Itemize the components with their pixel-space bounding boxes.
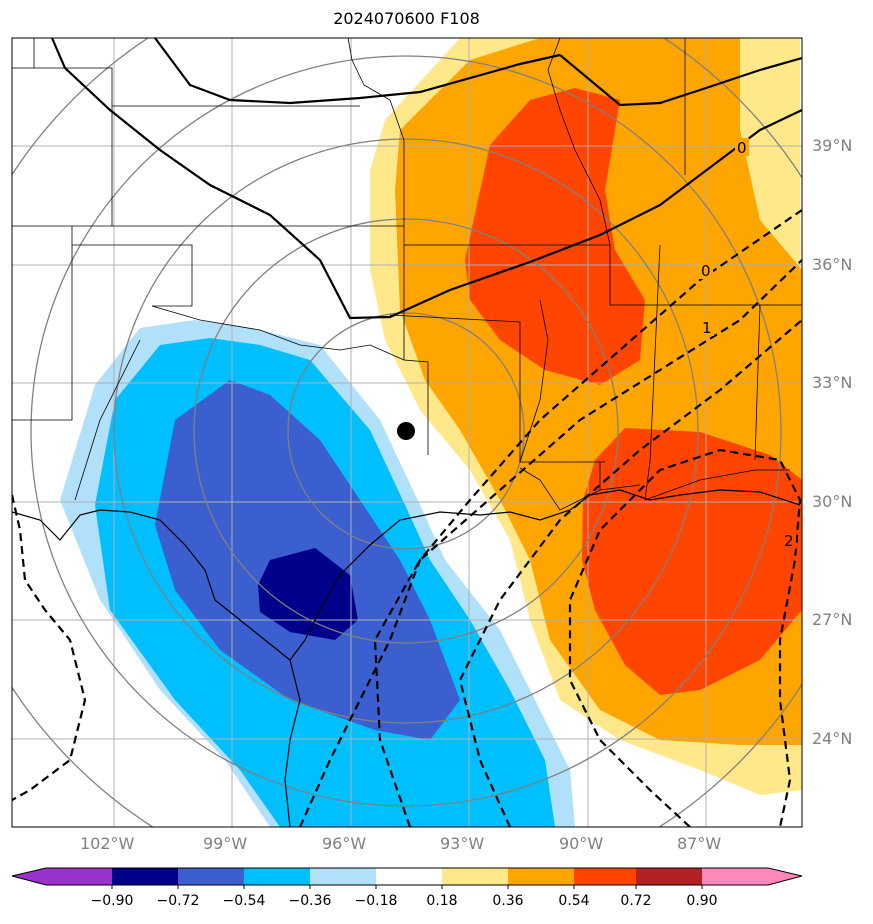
shading-navy [258, 548, 358, 640]
contour-top-right [559, 54, 802, 107]
range-rings [12, 38, 802, 827]
lon-label-87w: 87°W [677, 834, 722, 853]
colorbar-tick-label: −0.90 [90, 893, 134, 909]
contour-label-d: 2 [784, 532, 794, 550]
colorbar [11, 867, 803, 889]
colorbar-tick-label: 0.90 [686, 893, 718, 909]
lon-label-90w: 90°W [559, 834, 604, 853]
colorbar-tick-label: 0.72 [620, 893, 652, 909]
lon-label-102w: 102°W [80, 834, 135, 853]
lat-label-30n: 30°N [812, 492, 853, 511]
lat-label-27n: 27°N [812, 610, 853, 629]
positive-anomaly-shading [370, 38, 802, 795]
site-marker [397, 422, 415, 440]
colorbar-tick-label: −0.36 [288, 893, 332, 909]
contour-dashed-west [12, 494, 87, 801]
colorbar-high-extend [702, 868, 802, 885]
negative-anomaly-shading [60, 320, 575, 827]
contour-lines [12, 38, 802, 827]
shading-red-orange-south [582, 428, 802, 695]
shading-red-orange-north [465, 88, 645, 385]
contour-dashed-1 [373, 259, 802, 827]
lat-label-33n: 33°N [812, 373, 853, 392]
lon-label-93w: 93°W [440, 834, 485, 853]
colorbar-tick-label: 0.54 [558, 893, 590, 909]
colorbar-tick-label: −0.54 [222, 893, 266, 909]
state-boundaries [12, 38, 802, 511]
map-title: 2024070600 F108 [333, 9, 480, 28]
coastline [12, 489, 801, 827]
colorbar-tick-label: 0.18 [426, 893, 458, 909]
lat-label-24n: 24°N [812, 729, 853, 748]
contour-dashed-0 [298, 209, 802, 827]
lon-label-96w: 96°W [322, 834, 367, 853]
lon-label-99w: 99°W [203, 834, 248, 853]
colorbar-tick-label: 0.36 [492, 893, 524, 909]
colorbar-tick-label: −0.72 [156, 893, 200, 909]
contour-label-a: 0 [737, 139, 747, 157]
contour-zero-solid-top [154, 38, 561, 105]
lat-label-36n: 36°N [812, 255, 853, 274]
colorbar-tick-label: −0.18 [354, 893, 398, 909]
lat-label-39n: 39°N [812, 136, 853, 155]
contour-label-b: 0 [701, 262, 711, 280]
contour-dashed-loop [568, 448, 802, 827]
contour-dashed-2 [458, 319, 802, 827]
colorbar-low-extend [12, 868, 112, 885]
map-frame [11, 37, 803, 828]
contour-label-c: 1 [702, 319, 712, 337]
contour-zero-solid-north [50, 38, 802, 320]
